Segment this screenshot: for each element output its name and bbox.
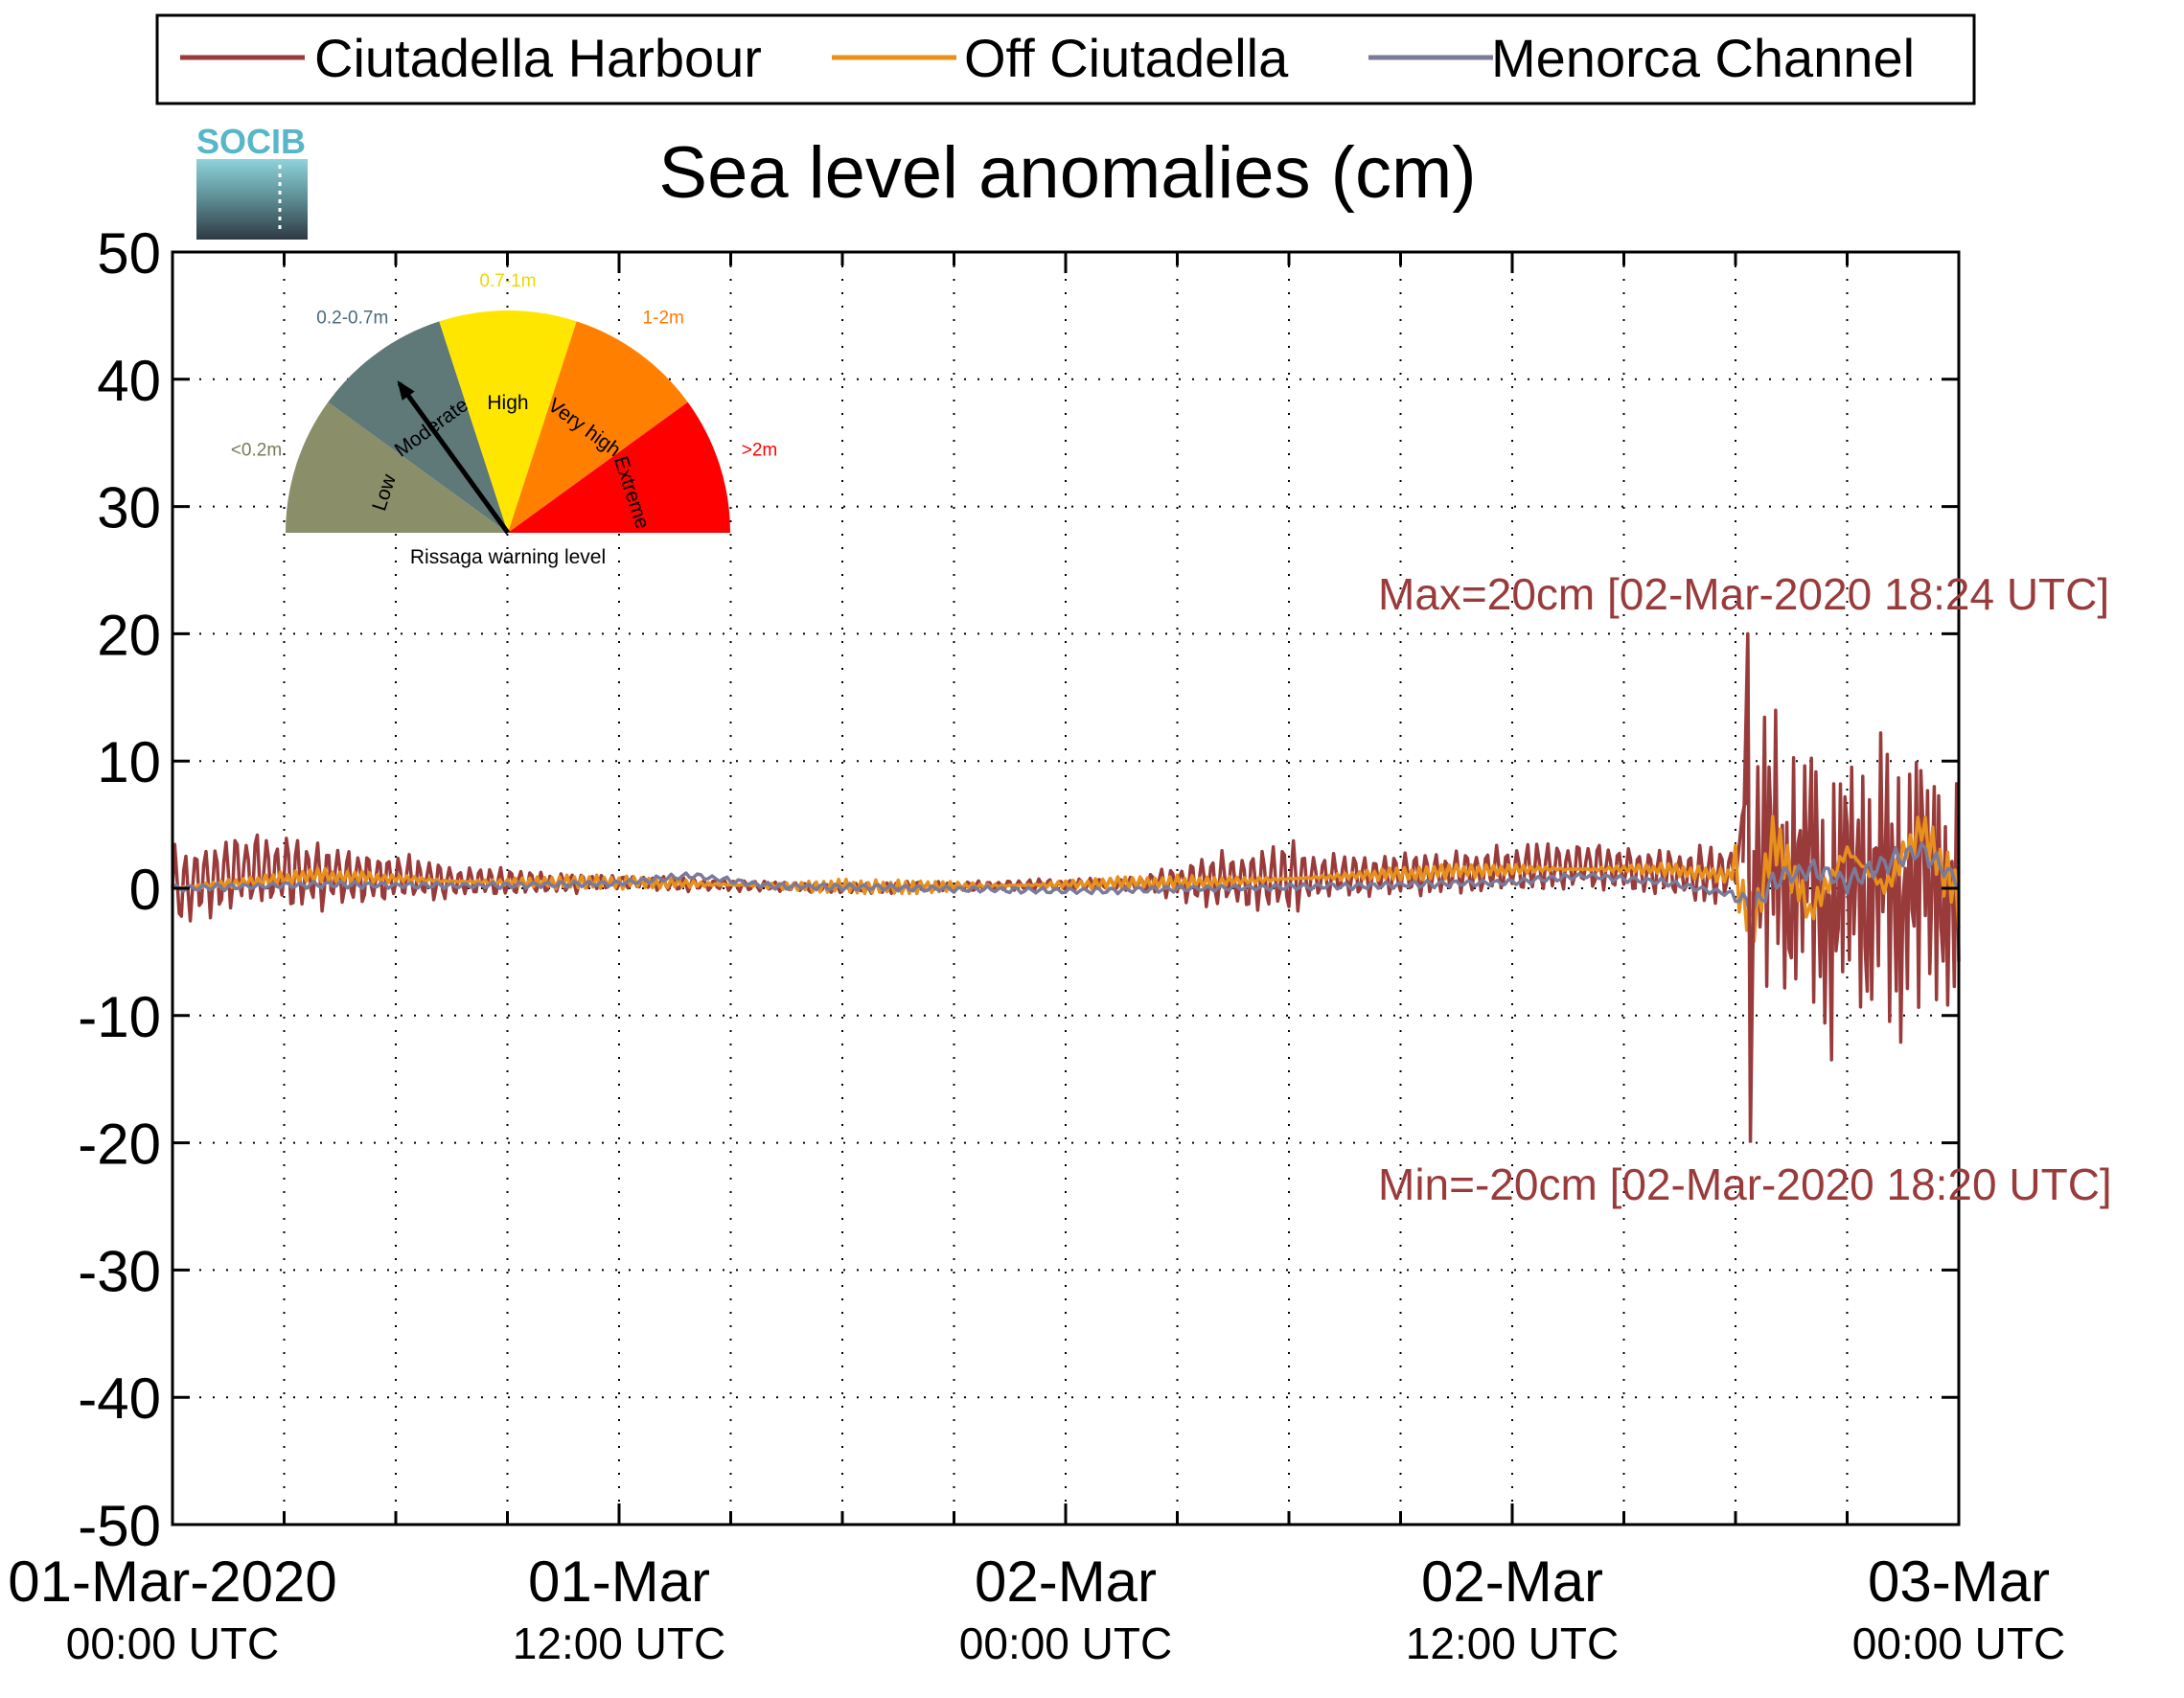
legend-label-menorca-channel: Menorca Channel: [1491, 28, 1915, 88]
y-tick-label: -20: [78, 1113, 161, 1177]
y-tick-label: 30: [97, 476, 161, 540]
x-tick-label-date: 02-Mar: [975, 1549, 1157, 1614]
x-tick-label-time: 12:00 UTC: [513, 1618, 725, 1668]
chart-title: Sea level anomalies (cm): [658, 132, 1476, 214]
legend-label-off-ciutadella: Off Ciutadella: [964, 28, 1289, 88]
gauge-sector-moderate: [328, 321, 508, 533]
annotation-min: Min=-20cm [02-Mar-2020 18:20 UTC]: [1378, 1159, 2112, 1209]
y-tick-label: 10: [97, 730, 161, 794]
x-tick-label-date: 02-Mar: [1421, 1549, 1603, 1614]
y-tick-label: -10: [78, 985, 161, 1049]
socib-logo: SOCIB: [196, 122, 308, 240]
gauge-range-label: >2m: [742, 441, 778, 461]
y-tick-label: -30: [78, 1239, 161, 1303]
x-tick-label-date: 01-Mar: [528, 1549, 710, 1614]
series-line-menorca-channel: [171, 841, 1961, 917]
legend: Ciutadella Harbour Off Ciutadella Menorc…: [155, 13, 1976, 105]
series-line-ciutadella-harbour: [171, 631, 1961, 1062]
y-tick-label: 20: [97, 603, 161, 667]
gauge-range-label: 0.2-0.7m: [316, 309, 388, 329]
x-tick-label-time: 12:00 UTC: [1406, 1618, 1619, 1668]
annotation-max: Max=20cm [02-Mar-2020 18:24 UTC]: [1378, 569, 2109, 619]
series-spike-ciutadella-harbour: [1741, 633, 1757, 1143]
axis-ticks: 50403020100-10-20-30-40-5001-Mar-202000:…: [8, 221, 2065, 1668]
y-tick-label: 0: [129, 858, 161, 922]
x-tick-label-time: 00:00 UTC: [1852, 1618, 2065, 1668]
gauge-sector-extreme: [508, 402, 730, 533]
x-tick-label-date: 03-Mar: [1868, 1549, 2050, 1614]
gauge-sector-very-high: [508, 321, 688, 533]
socib-logo-mark: [196, 159, 308, 240]
gauge-caption: Rissaga warning level: [410, 546, 606, 568]
y-tick-label: 50: [97, 221, 161, 286]
x-tick-label-date: 01-Mar-2020: [8, 1549, 337, 1614]
gauge-needle-arrow-icon: [397, 380, 415, 401]
plot-series: [171, 631, 1961, 1143]
gauge-range-label: 1-2m: [643, 309, 684, 329]
gauge-sector-low: [286, 402, 508, 533]
y-tick-label: -50: [78, 1494, 161, 1558]
gauge-range-label: <0.2m: [231, 441, 282, 461]
legend-label-ciutadella-harbour: Ciutadella Harbour: [314, 28, 762, 88]
x-tick-label-time: 00:00 UTC: [66, 1618, 279, 1668]
gauge-sector-high: [439, 310, 577, 533]
x-tick-label-time: 00:00 UTC: [959, 1618, 1172, 1668]
gauge-range-label: 0.7-1m: [479, 271, 536, 291]
y-tick-label: -40: [78, 1366, 161, 1431]
series-line-off-ciutadella: [172, 815, 1961, 944]
gauge-sector-label: High: [487, 392, 528, 414]
plot-grid: [172, 252, 1959, 1525]
y-tick-label: 40: [97, 349, 161, 413]
socib-logo-text: SOCIB: [196, 122, 306, 161]
legend-box: [155, 13, 1976, 105]
gauge-needle: [397, 381, 511, 535]
